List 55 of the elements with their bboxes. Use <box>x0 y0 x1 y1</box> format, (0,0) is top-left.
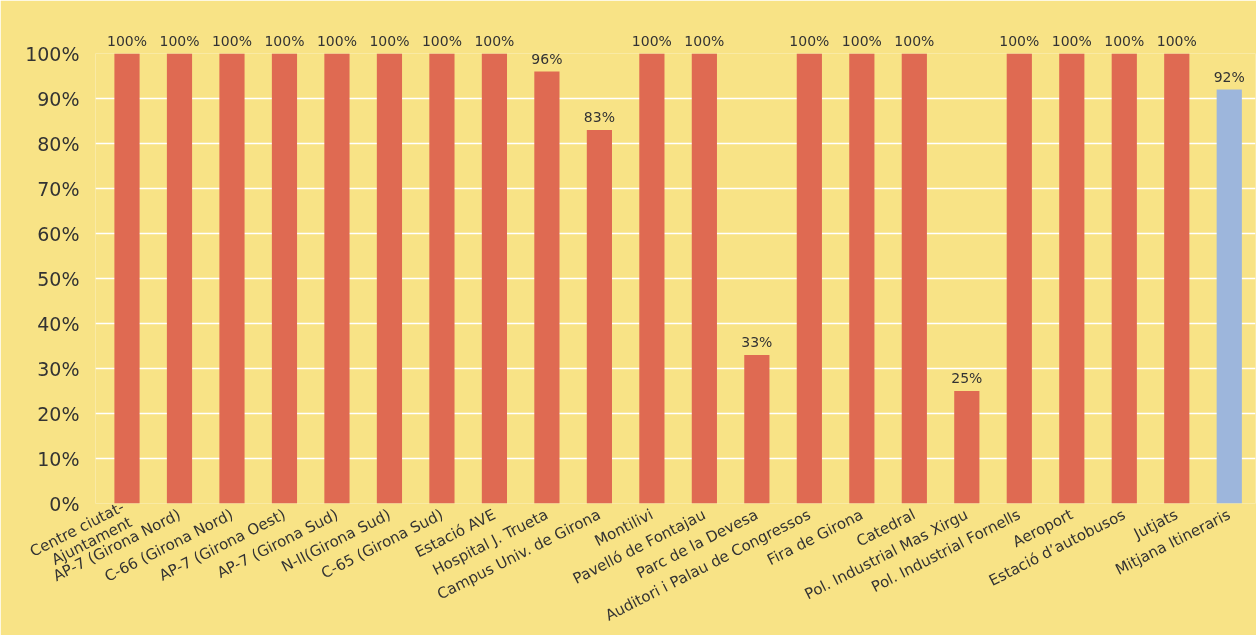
data-label: 92% <box>1213 68 1245 85</box>
data-label: 100% <box>316 32 357 49</box>
y-tick-label: 0% <box>49 492 80 515</box>
data-label: 100% <box>474 32 515 49</box>
data-label: 25% <box>951 370 983 386</box>
data-label: 100% <box>211 32 252 49</box>
bar <box>901 53 927 504</box>
data-label: 100% <box>631 32 672 49</box>
bar <box>429 53 455 504</box>
bar <box>639 53 665 504</box>
bar <box>376 53 403 504</box>
y-tick-label: 50% <box>37 267 80 290</box>
data-label: 100% <box>1051 32 1092 49</box>
bar <box>166 53 193 504</box>
data-label: 83% <box>583 109 615 125</box>
data-label: 100% <box>841 32 882 49</box>
y-tick-label: 80% <box>37 132 80 155</box>
bar <box>849 53 875 504</box>
bar <box>1164 53 1190 504</box>
bar <box>1006 53 1032 504</box>
data-label: 100% <box>421 32 462 49</box>
bar <box>1216 89 1242 504</box>
y-tick-label: 10% <box>37 447 80 470</box>
bar <box>691 53 717 504</box>
y-tick-label: 100% <box>25 42 80 65</box>
y-tick-label: 90% <box>37 87 80 110</box>
data-label: 100% <box>789 32 830 49</box>
y-tick-label: 30% <box>37 357 80 380</box>
data-label: 100% <box>894 32 935 49</box>
data-label: 100% <box>369 32 410 49</box>
data-label: 100% <box>159 32 200 49</box>
bar <box>481 53 508 504</box>
data-label: 100% <box>1156 32 1197 49</box>
data-label: 100% <box>106 32 148 49</box>
y-tick-label: 70% <box>37 177 80 200</box>
bar <box>586 130 612 504</box>
bar <box>1059 53 1085 504</box>
data-label: 100% <box>684 32 725 49</box>
bar <box>534 71 560 504</box>
data-label: 100% <box>1104 32 1145 49</box>
bar <box>271 53 298 504</box>
bar <box>1111 53 1137 504</box>
data-label: 33% <box>741 334 773 350</box>
bar <box>954 391 980 504</box>
bar <box>219 53 245 504</box>
y-tick-label: 20% <box>37 402 80 425</box>
y-tick-label: 60% <box>37 222 80 245</box>
data-label: 100% <box>999 32 1040 49</box>
y-tick-label: 40% <box>37 312 80 335</box>
data-label: 100% <box>264 32 305 49</box>
bar <box>744 355 770 504</box>
bar <box>114 53 140 504</box>
data-label: 96% <box>531 50 563 67</box>
bar <box>796 53 822 504</box>
bar <box>324 53 350 504</box>
